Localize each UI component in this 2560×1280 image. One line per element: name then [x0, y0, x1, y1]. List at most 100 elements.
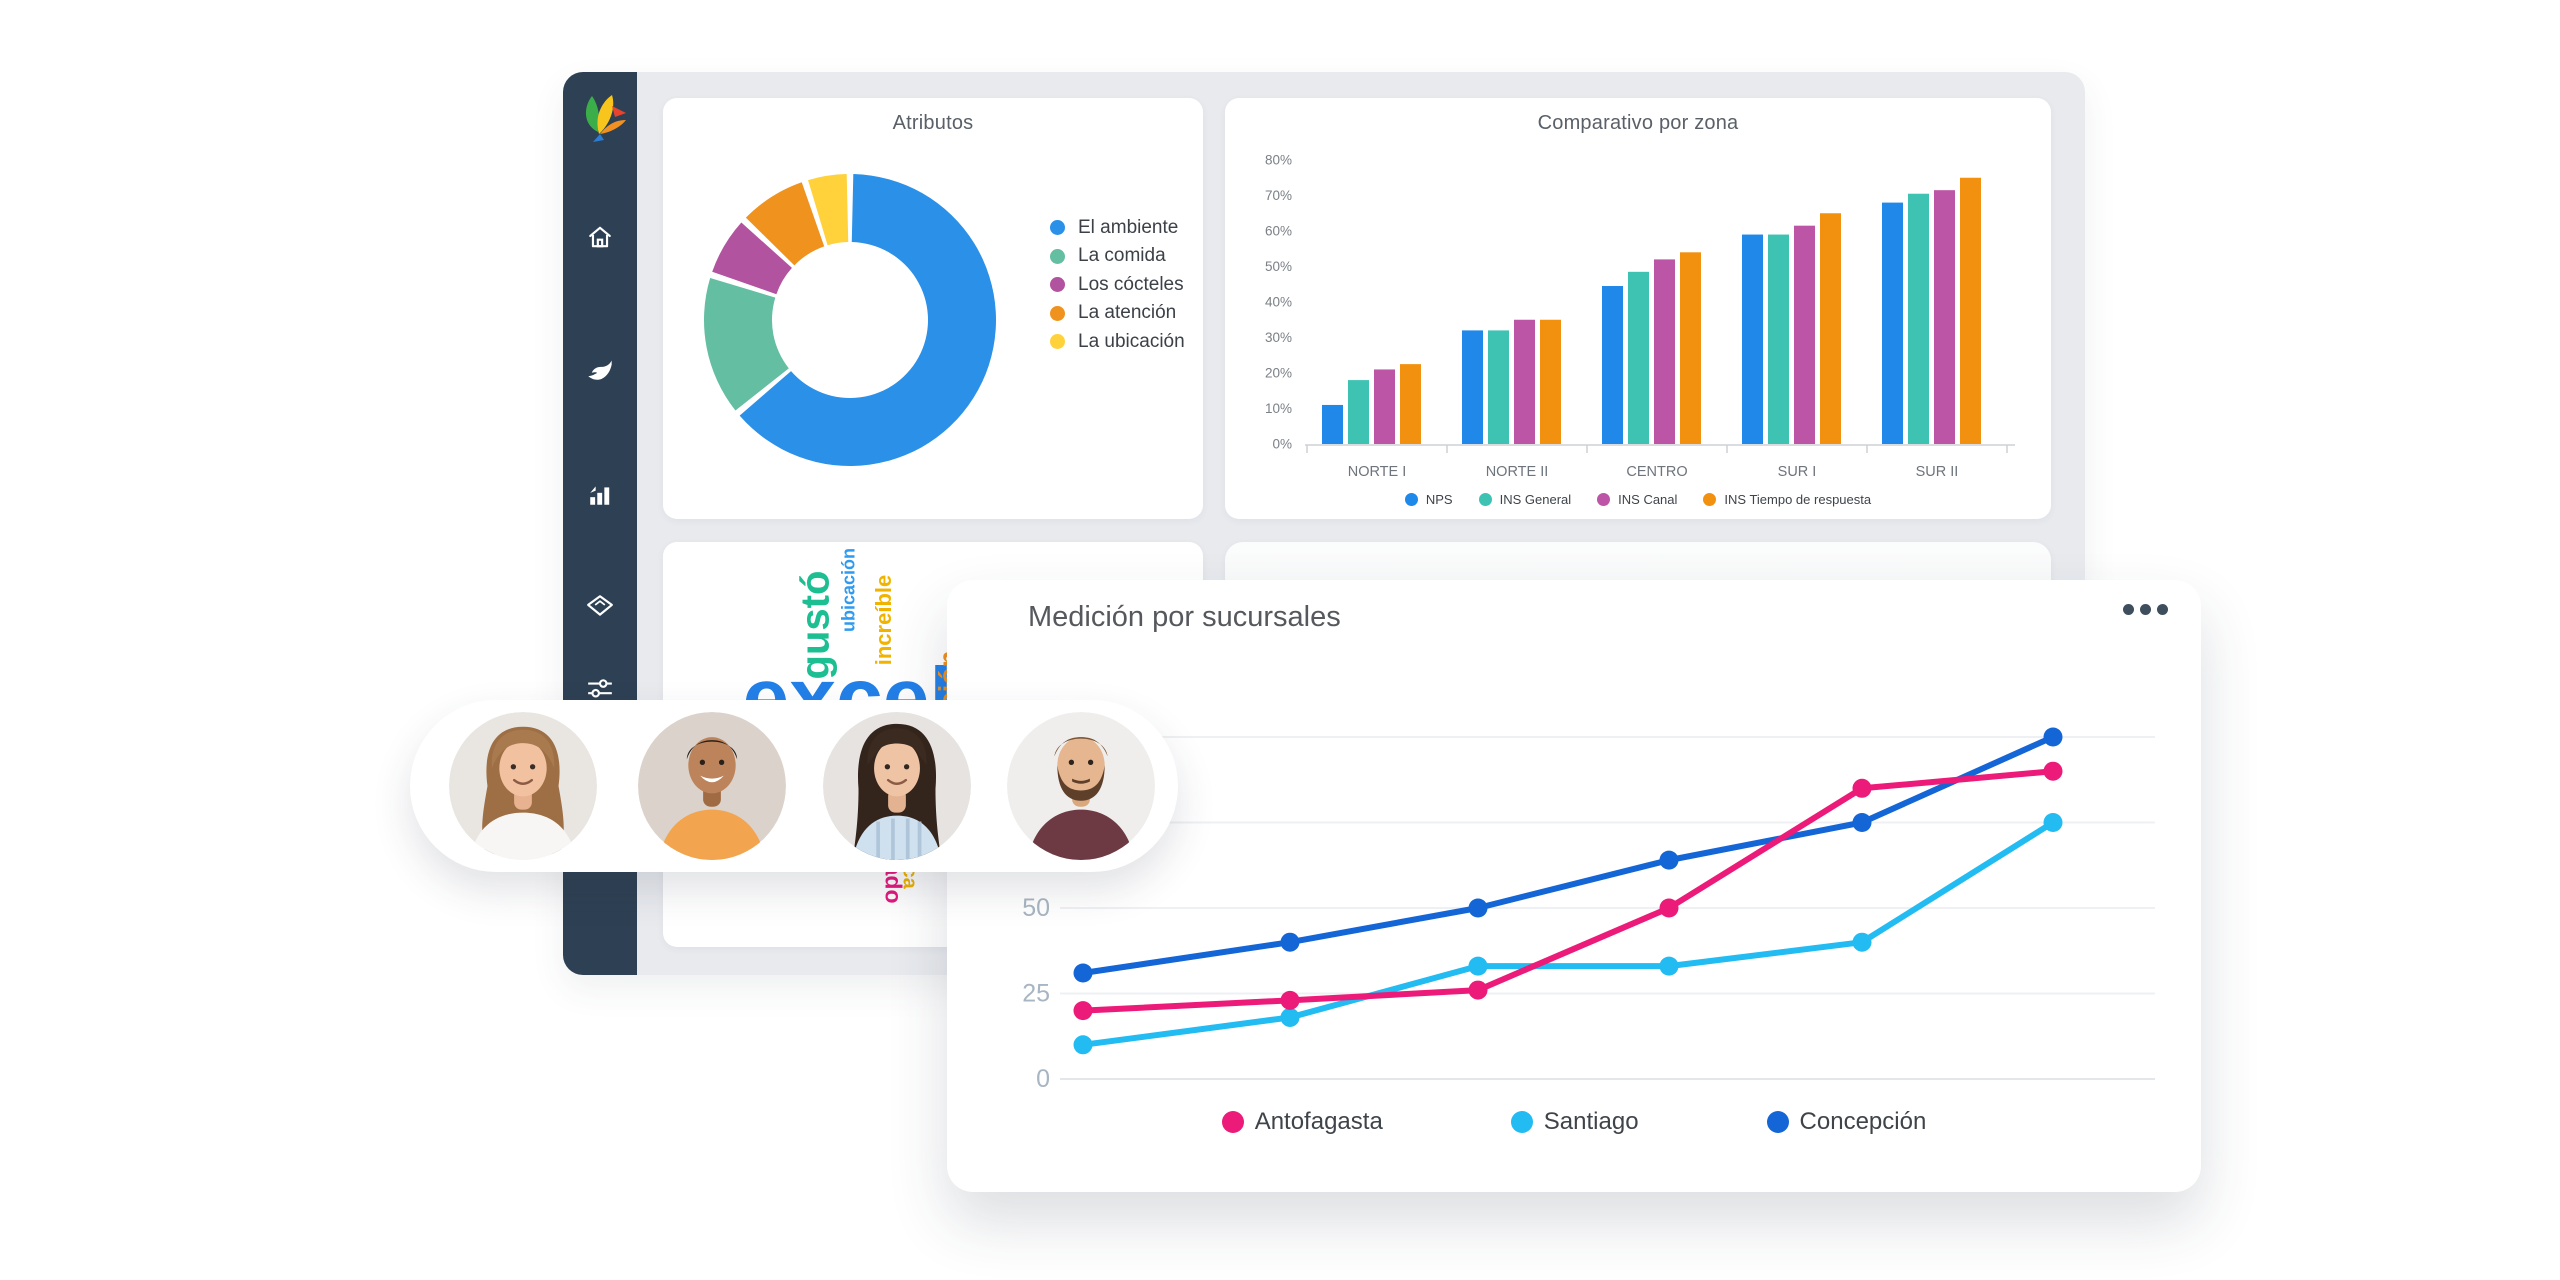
avatar-pill	[410, 700, 1178, 872]
legend-label: Los cócteles	[1078, 273, 1184, 295]
legend-dot	[1050, 277, 1065, 292]
legend-item: La comida	[1050, 245, 1185, 266]
line-point	[1468, 898, 1488, 918]
sidebar-item-social[interactable]	[563, 358, 637, 384]
line-point	[2043, 813, 2063, 832]
legend-item: Antofagasta	[1221, 1108, 1383, 1136]
legend-label: NPS	[1425, 492, 1453, 507]
legend-dot	[1766, 1111, 1789, 1133]
line-point	[1659, 898, 1679, 918]
legend-dot	[1703, 493, 1717, 506]
legend-item: INS Canal	[1597, 492, 1677, 507]
legend-item: El ambiente	[1050, 217, 1185, 238]
line-point	[1280, 990, 1300, 1010]
donut-chart	[704, 174, 996, 467]
legend-dot	[1050, 334, 1065, 349]
bar-chart-icon	[590, 486, 610, 505]
avatar-woman-2[interactable]	[823, 712, 971, 860]
line-point	[2043, 727, 2063, 747]
home-icon	[589, 226, 611, 248]
legend-dot	[1050, 220, 1065, 235]
bar-INS Canal-NORTE I	[1374, 369, 1395, 444]
legend-label: Concepción	[1799, 1108, 1927, 1135]
line-point	[1073, 1035, 1093, 1055]
wordcloud-word: ubicación	[838, 547, 859, 633]
legend-item: INS General	[1478, 492, 1572, 507]
line-point	[1280, 1007, 1300, 1027]
bar-y-tick: 30%	[1265, 330, 1292, 345]
sidebar-item-home[interactable]	[563, 224, 637, 250]
legend-item: Los cócteles	[1050, 273, 1185, 295]
line-chart: 0 25 50	[1022, 727, 2155, 1093]
avatar-man-2[interactable]	[1007, 712, 1155, 860]
legend-label: Antofagasta	[1254, 1108, 1383, 1135]
bar-INS General-NORTE II	[1488, 330, 1509, 444]
bar-category-label: NORTE I	[1348, 464, 1407, 480]
ellipsis-menu-icon[interactable]	[2123, 604, 2168, 615]
line-y-tick: 50	[1022, 894, 1050, 922]
legend-dot	[1597, 493, 1611, 506]
legend-label: Santiago	[1543, 1108, 1639, 1135]
legend-dot	[1050, 248, 1065, 264]
donut-slice-4	[808, 174, 849, 246]
bar-y-tick: 60%	[1265, 224, 1292, 239]
legend-item: La ubicación	[1050, 330, 1185, 352]
bar-y-tick: 0%	[1272, 437, 1292, 452]
card-comparativo: Comparativo por zona 0% 10% 20% 30% 40% 50% 60…	[1225, 98, 2051, 519]
legend-item: INS Tiempo de respuesta	[1703, 492, 1871, 507]
bar-y-tick: 20%	[1265, 366, 1292, 381]
bar-NPS-CENTRO	[1602, 286, 1623, 444]
line-series-Antofagasta	[1080, 768, 2056, 1014]
bar-INS Canal-NORTE II	[1514, 319, 1535, 444]
legend-dot	[1510, 1111, 1533, 1133]
line-series-Santiago	[1080, 819, 2056, 1048]
donut-slice-3	[745, 182, 825, 266]
bar-INS Tiempo de respuesta-NORTE II	[1540, 319, 1561, 444]
line-point	[1659, 956, 1679, 976]
bar-INS Tiempo de respuesta-NORTE I	[1400, 364, 1421, 444]
bar-NPS-NORTE I	[1322, 404, 1343, 444]
tag-icon	[587, 595, 613, 616]
sidebar-item-stats[interactable]	[563, 482, 637, 508]
bar-INS Tiempo de respuesta-CENTRO	[1680, 252, 1701, 444]
line-point	[1468, 956, 1488, 976]
line-chart-legend: Antofagasta Santiago Concepción	[947, 1108, 2201, 1136]
bar-category-label: SUR II	[1916, 464, 1959, 480]
legend-label: La atención	[1078, 302, 1177, 323]
legend-label: INS General	[1499, 492, 1572, 507]
bar-category-label: CENTRO	[1626, 464, 1687, 480]
legend-dot	[1478, 493, 1492, 506]
avatar-woman-1[interactable]	[449, 712, 597, 860]
card-title-atributos: Atributos	[892, 112, 974, 134]
card-title-medicion: Medición por sucursales	[1028, 601, 1341, 633]
legend-dot	[1404, 493, 1418, 506]
bar-category-label: NORTE II	[1486, 464, 1549, 480]
bar-category-label: SUR I	[1778, 464, 1817, 480]
sidebar-item-tags[interactable]	[563, 593, 637, 619]
line-point	[1852, 813, 1872, 832]
line-point	[1073, 963, 1093, 983]
donut-slice-1	[704, 278, 789, 411]
bar-INS General-SUR I	[1768, 234, 1789, 444]
card-medicion: Medición por sucursales 0 25 50 Antofagast…	[947, 580, 2201, 1192]
bar-INS Canal-SUR II	[1934, 190, 1955, 444]
avatar-man-1[interactable]	[638, 712, 786, 860]
bar-INS General-NORTE I	[1348, 380, 1369, 444]
line-point	[1468, 980, 1488, 1000]
line-point	[2043, 761, 2063, 781]
legend-dot	[1050, 305, 1065, 321]
legend-label: INS Canal	[1618, 492, 1678, 507]
bar-y-tick: 40%	[1265, 295, 1292, 310]
card-title-comparativo: Comparativo por zona	[1537, 112, 1739, 134]
legend-label: La ubicación	[1078, 330, 1185, 352]
line-point	[1852, 932, 1872, 952]
bar-y-tick: 80%	[1265, 153, 1292, 168]
bar-y-tick: 70%	[1265, 188, 1292, 203]
bar-NPS-SUR II	[1882, 202, 1903, 444]
legend-item: NPS	[1404, 492, 1453, 507]
app-logo	[563, 90, 637, 142]
bar-INS Tiempo de respuesta-SUR II	[1960, 177, 1981, 444]
bar-y-tick: 50%	[1265, 259, 1292, 274]
line-y-tick: 0	[1036, 1065, 1050, 1093]
line-point	[1073, 1001, 1093, 1021]
